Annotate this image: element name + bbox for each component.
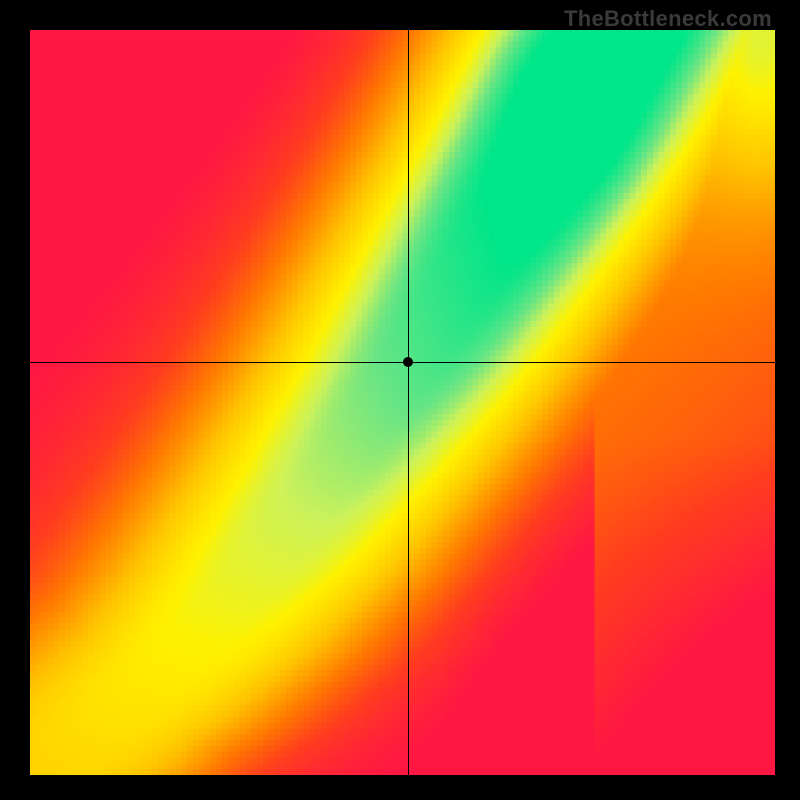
crosshair-vertical xyxy=(408,30,409,775)
crosshair-marker xyxy=(403,357,413,367)
heatmap-plot xyxy=(30,30,775,775)
watermark-text: TheBottleneck.com xyxy=(564,6,772,32)
heatmap-canvas xyxy=(30,30,775,775)
